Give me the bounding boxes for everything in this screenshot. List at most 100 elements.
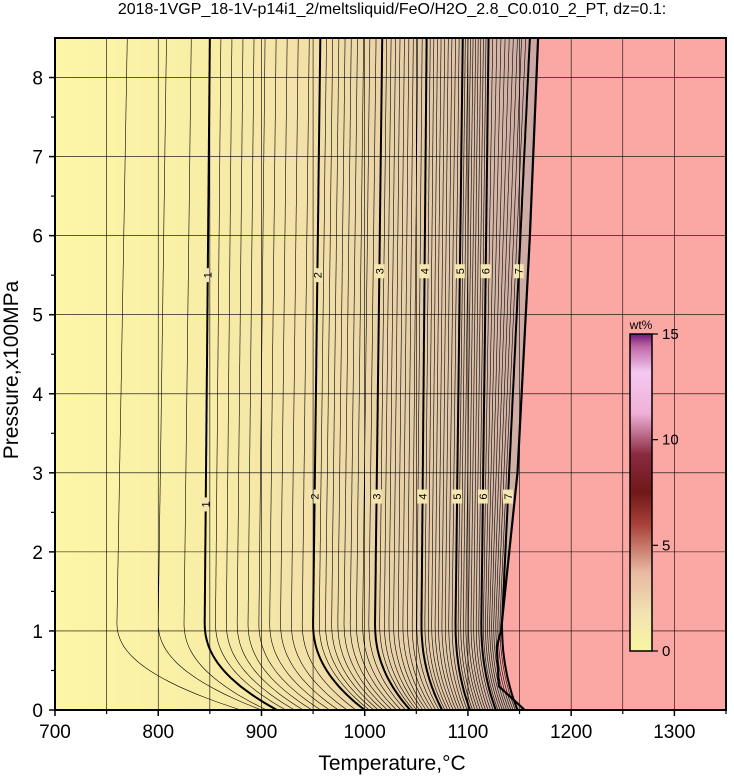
minor-contour <box>379 38 414 710</box>
contour-label-bg <box>312 268 323 283</box>
minor-contour <box>116 38 241 710</box>
contour-label: 1 <box>201 501 213 507</box>
minor-contour <box>478 38 494 710</box>
x-axis: 700 800 900 1000 1100 1200 1300 <box>39 710 727 743</box>
colorbar-ticks: 0 5 10 15 <box>652 326 679 660</box>
major-contour <box>373 38 411 710</box>
contour-label-bg <box>454 264 465 279</box>
contour-label: 3 <box>372 493 384 499</box>
contour-label: 6 <box>478 493 490 499</box>
contour-label-bg <box>477 489 488 504</box>
minor-contour <box>434 38 454 710</box>
minor-contour <box>388 38 420 710</box>
minor-contour <box>457 38 473 710</box>
contour-label: 5 <box>455 268 467 274</box>
x-tick-label: 1100 <box>447 722 488 743</box>
minor-contour <box>368 38 406 710</box>
minor-contour <box>428 38 448 710</box>
minor-contour <box>487 38 503 710</box>
minor-contours <box>116 38 526 710</box>
plot-frame <box>54 37 727 711</box>
minor-contour <box>280 38 339 710</box>
minor-contour <box>301 38 357 710</box>
minor-contour <box>495 38 518 710</box>
contour-label: 3 <box>374 268 386 274</box>
colorbar-tick-label: 10 <box>662 432 679 449</box>
minor-contour <box>497 38 522 710</box>
minor-contour <box>445 38 462 710</box>
contour-label: 1 <box>203 272 215 278</box>
minor-contour <box>451 38 468 710</box>
contour-label-bg <box>419 264 430 279</box>
x-tick-label: 1300 <box>653 722 695 743</box>
minor-contour <box>489 38 506 710</box>
colorbar-tick-label: 0 <box>662 643 670 660</box>
minor-contour <box>319 38 370 710</box>
contour-label: 4 <box>420 268 432 274</box>
contour-label: 5 <box>452 493 464 499</box>
y-tick-label: 3 <box>32 464 43 485</box>
contour-label: 2 <box>312 272 324 278</box>
minor-contour <box>463 38 478 710</box>
colorbar-tick-label: 5 <box>662 537 670 554</box>
minor-contour <box>438 38 457 710</box>
contour-label-bg <box>309 489 320 504</box>
minor-contour <box>215 38 286 710</box>
colorbar-scale <box>629 333 653 652</box>
chart-title: 2018-1VGP_18-1V-p14i1_2/meltsliquid/FeO/… <box>118 1 666 18</box>
y-tick-label: 5 <box>32 306 43 327</box>
contour-label: 4 <box>418 493 430 499</box>
minor-contour <box>499 38 526 710</box>
y-tick-label: 4 <box>32 385 43 406</box>
minor-contour <box>384 38 417 710</box>
contour-label: 7 <box>503 493 515 499</box>
major-contour <box>312 38 366 710</box>
x-axis-label: Temperature,°C <box>318 752 465 775</box>
y-axis: 0 1 2 3 4 5 6 7 8 <box>32 69 55 722</box>
major-contour <box>203 38 278 710</box>
minor-contour <box>331 38 379 710</box>
colorbar: wt% 0 5 10 15 <box>629 318 679 660</box>
minor-contour <box>236 38 304 710</box>
minor-contour <box>424 38 446 710</box>
minor-contour <box>362 38 402 710</box>
grid-lines <box>55 38 726 710</box>
minor-contour <box>475 38 491 710</box>
minor-contour <box>247 38 313 710</box>
x-tick-label: 900 <box>246 722 278 743</box>
minor-contour <box>393 38 424 710</box>
x-tick-label: 800 <box>142 722 174 743</box>
minor-contour <box>468 38 484 710</box>
y-tick-label: 7 <box>32 148 43 169</box>
major-contour <box>420 38 443 710</box>
y-tick-label: 1 <box>32 622 43 643</box>
minor-contour <box>473 38 489 710</box>
y-tick-label: 8 <box>32 69 43 90</box>
minor-contour <box>470 38 486 710</box>
contour-label-bg <box>452 489 463 504</box>
minor-contour <box>493 38 514 710</box>
minor-contour <box>291 38 348 710</box>
minor-contour <box>226 38 295 710</box>
minor-contour <box>356 38 397 710</box>
minor-contour <box>460 38 476 710</box>
minor-contour <box>183 38 267 710</box>
x-tick-label: 1000 <box>344 722 386 743</box>
minor-contour <box>337 38 384 710</box>
major-contour <box>480 38 497 710</box>
y-tick-label: 0 <box>32 701 43 722</box>
minor-contour <box>269 38 330 710</box>
major-contour <box>454 38 471 710</box>
minor-contour <box>397 38 427 710</box>
contour-label-bg <box>371 489 382 504</box>
minor-contour <box>402 38 430 710</box>
colorbar-tick-label: 15 <box>662 326 679 343</box>
y-tick-label: 2 <box>32 543 43 564</box>
minor-contour <box>441 38 460 710</box>
contour-label-bg <box>374 264 385 279</box>
minor-contour <box>343 38 388 710</box>
minor-contour <box>411 38 436 710</box>
contour-label: 6 <box>481 268 493 274</box>
contour-label: 2 <box>310 493 322 499</box>
